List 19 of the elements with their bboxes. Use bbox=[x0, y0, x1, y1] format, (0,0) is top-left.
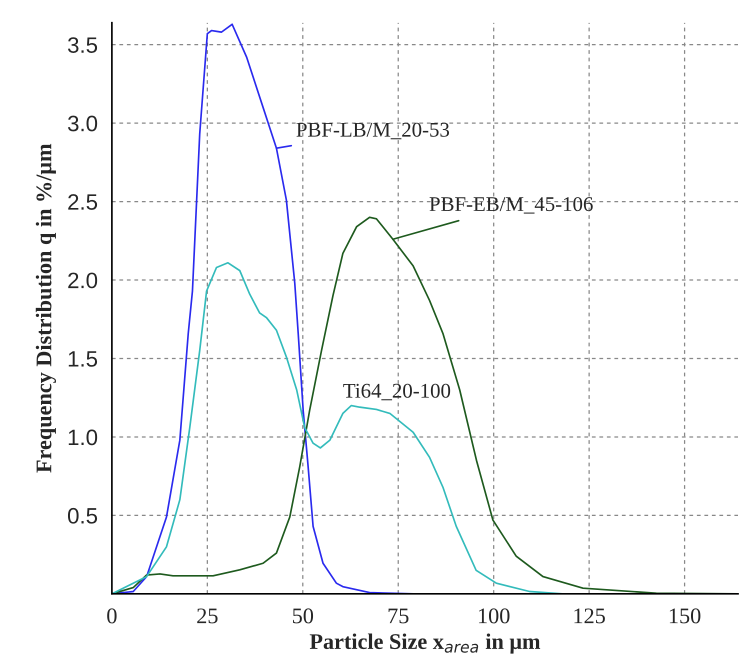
y-tick-label: 3.5 bbox=[68, 37, 98, 53]
x-tick-label: 0 bbox=[107, 608, 117, 624]
y-tick-label: 0.5 bbox=[68, 508, 98, 524]
x-tick-label: 100 bbox=[478, 608, 510, 624]
y-axis-title: Frequency Distribution q in %/μm bbox=[36, 144, 56, 473]
y-tick-label: 2.0 bbox=[68, 272, 98, 288]
x-tick-label: 75 bbox=[388, 608, 408, 624]
x-tick-label: 125 bbox=[574, 608, 605, 624]
x-tick-label: 150 bbox=[670, 608, 700, 624]
y-tick-label: 2.5 bbox=[68, 194, 98, 210]
series-label: Ti64_20-100 bbox=[343, 384, 450, 400]
x-tick-label: 25 bbox=[197, 608, 218, 624]
y-tick-label: 3.0 bbox=[68, 116, 98, 132]
series-label: PBF-LB/M_20-53 bbox=[296, 122, 450, 140]
x-axis-title: Particle Size x$_{area}$ in μm bbox=[310, 633, 540, 654]
y-tick-label: 1.0 bbox=[68, 429, 98, 446]
y-tick-label: 1.5 bbox=[68, 351, 98, 367]
x-tick-label: 50 bbox=[292, 608, 314, 624]
text: PBF-EB/M_45-106 bbox=[430, 197, 593, 214]
